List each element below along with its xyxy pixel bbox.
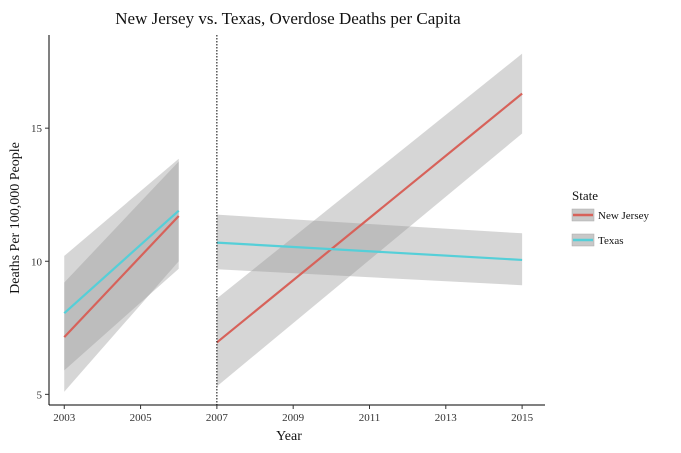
x-tick-label-2005: 2005	[130, 412, 153, 424]
line-texas-1	[63, 209, 180, 314]
y-tick-label-5: 5	[37, 389, 43, 401]
ci-band-new-jersey-2	[216, 53, 523, 387]
series-lines	[63, 92, 523, 344]
y-tick-label-15: 15	[31, 123, 43, 135]
x-tick-label-2009: 2009	[282, 412, 305, 424]
axes: 2003 2005 2007 2009 2011 2013 2015 5 10 15	[31, 35, 545, 424]
line-texas-2	[216, 241, 523, 262]
legend-label-texas: Texas	[598, 235, 624, 247]
x-tick-label-2011: 2011	[359, 412, 381, 424]
ci-band-texas-2	[216, 214, 523, 286]
ci-band-new-jersey-1	[64, 161, 179, 371]
y-tick-label-10: 10	[31, 256, 43, 268]
x-tick-label-2013: 2013	[435, 412, 458, 424]
line-new-jersey-1	[63, 215, 180, 338]
legend: State New Jersey Texas	[571, 188, 650, 247]
chart-title: New Jersey vs. Texas, Overdose Deaths pe…	[115, 9, 461, 28]
legend-title: State	[572, 188, 598, 203]
x-tick-label-2003: 2003	[53, 412, 76, 424]
x-tick-label-2007: 2007	[206, 412, 229, 424]
line-new-jersey-2	[216, 92, 523, 344]
y-axis-title: Deaths Per 100,000 People	[8, 142, 23, 294]
x-tick-label-2015: 2015	[511, 412, 534, 424]
legend-label-new-jersey: New Jersey	[598, 210, 650, 222]
confidence-bands	[64, 53, 523, 392]
x-axis-title: Year	[276, 429, 302, 444]
